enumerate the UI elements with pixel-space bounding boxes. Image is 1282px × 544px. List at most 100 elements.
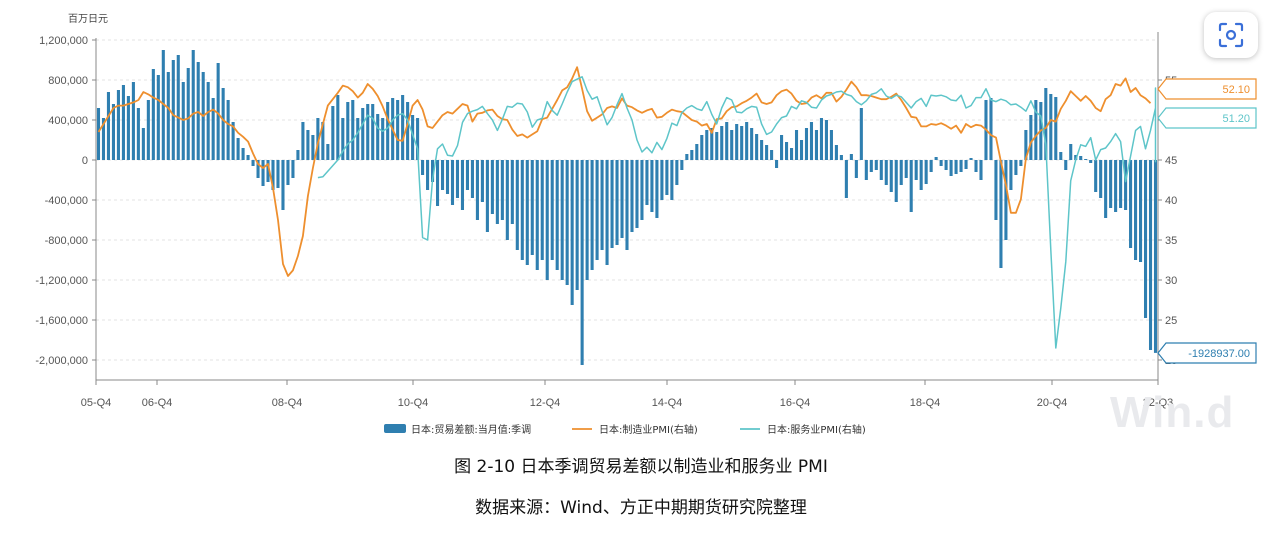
x-tick-label: 22-Q3 (1143, 397, 1174, 409)
trade-balance-bar (904, 160, 908, 178)
chart: 百万日元 1,200,000 800,000 400,000 0 -400,000 -80… (35, 13, 1257, 436)
trade-balance-bar (635, 160, 639, 228)
trade-balance-bar (206, 82, 210, 160)
trade-balance-bar (550, 160, 554, 260)
legend-swatch (384, 424, 406, 433)
trade-balance-bar (994, 160, 998, 220)
trade-balance-bar (116, 90, 120, 160)
trade-balance-bar (321, 122, 325, 160)
trade-balance-bar (381, 118, 385, 160)
trade-balance-bar (1139, 160, 1143, 262)
x-tick-label: 06-Q4 (142, 397, 173, 409)
trade-balance-bar (1148, 160, 1153, 350)
latest-value-label: -1928937.00 (1157, 342, 1257, 364)
trade-balance-bar (191, 50, 195, 160)
trade-balance-bar (760, 140, 764, 160)
trade-balance-bar (874, 160, 878, 170)
data-source: 数据来源：Wind、方正中期期货研究院整理 (475, 498, 807, 518)
trade-balance-bar (630, 160, 634, 232)
trade-balance-bar (316, 118, 320, 160)
trade-balance-bar (96, 108, 101, 160)
trade-balance-bar (1129, 160, 1133, 248)
trade-balance-bar (1044, 88, 1048, 160)
y-right-tick-label: 35 (1165, 235, 1177, 247)
trade-balance-bar (705, 130, 709, 160)
x-tick-label: 05-Q4 (81, 397, 112, 409)
trade-balance-bar (1114, 160, 1118, 212)
trade-balance-bar (515, 160, 519, 250)
trade-balance-bar (735, 124, 739, 160)
trade-balance-bar (924, 160, 928, 184)
trade-balance-bar (949, 160, 953, 176)
trade-balance-bar (246, 155, 250, 160)
trade-balance-bar (386, 102, 390, 160)
trade-balance-bar (435, 160, 440, 206)
trade-balance-bar (455, 160, 460, 198)
trade-balance-bar (765, 145, 769, 160)
trade-balance-bar (460, 160, 465, 210)
trade-balance-bar (675, 160, 679, 185)
trade-balance-bar (216, 63, 220, 160)
trade-balance-bar (964, 160, 968, 169)
trade-balance-bar (475, 160, 479, 220)
trade-balance-bar (884, 160, 888, 185)
trade-balance-bar (829, 130, 833, 160)
latest-value-labels: 52.10 51.20 -1928937.00 (1157, 78, 1257, 364)
y-right-tick-label: 45 (1165, 155, 1177, 167)
trade-balance-bar (226, 100, 230, 160)
trade-balance-bar (1004, 160, 1008, 240)
trade-balance-bar (171, 60, 175, 160)
trade-balance-bar (106, 92, 111, 160)
y-right-tick-label: 25 (1165, 315, 1177, 327)
trade-balance-bar (690, 150, 694, 160)
trade-balance-bar (416, 118, 420, 160)
x-tick-label: 18-Q4 (910, 397, 941, 409)
y-left-tick-label: -2,000,000 (35, 355, 88, 367)
trade-balance-bar (670, 160, 674, 200)
trade-balance-bar (485, 160, 489, 232)
y-right-tick-label: 30 (1165, 275, 1177, 287)
trade-balance-bar (261, 160, 265, 186)
y-right-tick-label: 40 (1165, 195, 1177, 207)
trade-balance-bar (770, 150, 774, 160)
trade-balance-bar (1029, 115, 1033, 160)
y-left-tick-label: 400,000 (48, 115, 88, 127)
trade-balance-bar (1054, 97, 1058, 160)
trade-balance-bar (421, 160, 425, 175)
trade-balance-bar (306, 130, 310, 160)
trade-balance-bar (301, 122, 305, 160)
x-tick-label: 08-Q4 (272, 397, 303, 409)
trade-balance-bar (1099, 160, 1103, 198)
trade-balance-bar (730, 130, 734, 160)
trade-balance-bar (136, 108, 140, 160)
trade-balance-bar (465, 160, 469, 190)
trade-balance-bar (176, 55, 180, 160)
legend-item: 日本:制造业PMI(右轴) (572, 423, 698, 436)
trade-balance-bar (1034, 100, 1038, 160)
trade-balance-bar (844, 160, 848, 198)
trade-balance-bar (740, 126, 744, 160)
trade-balance-bar (530, 160, 534, 255)
trade-balance-bar (126, 96, 130, 160)
trade-balance-bar (944, 160, 948, 170)
trade-balance-bar (1089, 160, 1093, 163)
trade-balance-bar (909, 160, 913, 212)
trade-balance-bar (111, 104, 115, 160)
trade-balance-bar (1134, 160, 1138, 260)
latest-value-text: 52.10 (1222, 84, 1250, 96)
trade-balance-bar (575, 160, 579, 290)
left-axis-unit: 百万日元 (68, 13, 108, 25)
trade-balance-bar (361, 108, 365, 160)
pmi-lines (97, 66, 1157, 349)
trade-balance-bar (775, 160, 779, 168)
trade-balance-bar (450, 160, 455, 205)
y-left-tick-label: -400,000 (45, 195, 88, 207)
trade-balance-bar (396, 100, 400, 160)
scan-lens-button[interactable] (1204, 12, 1258, 58)
trade-balance-bar (715, 132, 719, 160)
trade-balance-bar (804, 128, 809, 160)
trade-balance-bar (236, 138, 240, 160)
trade-balance-bar (1094, 160, 1098, 192)
latest-value-label: 52.10 (1157, 78, 1257, 100)
trade-balance-bar (221, 88, 225, 160)
